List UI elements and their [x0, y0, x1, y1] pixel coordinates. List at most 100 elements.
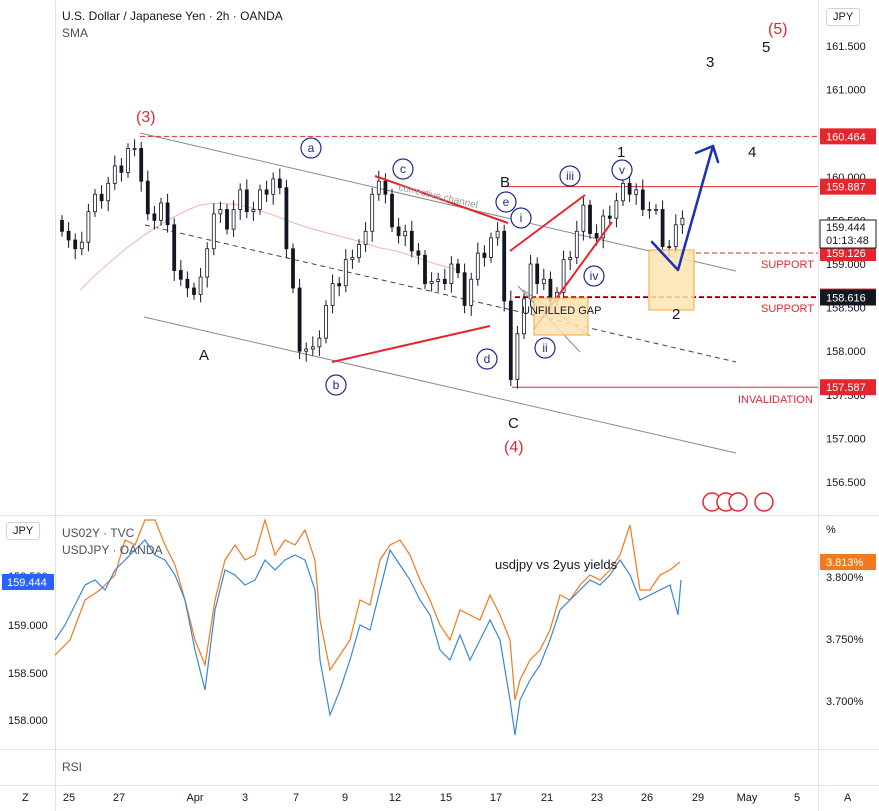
candle-body: [429, 281, 434, 285]
candle-body: [607, 215, 612, 219]
candle-body: [218, 209, 223, 215]
candle-body: [667, 246, 672, 248]
price-axis[interactable]: 161.500161.000160.500160.000159.500159.0…: [826, 41, 866, 489]
candle-body: [165, 202, 170, 226]
time-tick-label: 5: [794, 792, 800, 804]
wave-circle: [300, 137, 322, 159]
candle-body: [482, 252, 487, 258]
candle-body: [60, 219, 64, 232]
lower-pane-left-axis[interactable]: 159.500 159.000 158.500 158.000: [8, 571, 48, 727]
svg-text:159.444: 159.444: [7, 577, 47, 589]
candle-body: [640, 189, 645, 210]
lower-currency-button[interactable]: JPY: [6, 522, 41, 540]
time-tick-label: 17: [490, 792, 502, 804]
timezone-button[interactable]: Z: [22, 792, 29, 804]
currency-button[interactable]: JPY: [826, 8, 861, 26]
wave-B-label: B: [500, 174, 510, 191]
candle-body: [515, 333, 520, 380]
candle-body: [324, 305, 328, 339]
price-tick-label: 161.500: [826, 41, 866, 53]
candle-body: [489, 237, 493, 258]
price-tick-label: 157.000: [826, 433, 866, 445]
wave-circle: [476, 348, 498, 370]
time-tick-label: 12: [389, 792, 401, 804]
candle-body: [568, 257, 573, 261]
time-tick-label: 29: [692, 792, 704, 804]
candle-body: [403, 230, 408, 237]
price-candles: [60, 139, 685, 389]
invalidation-label: INVALIDATION: [738, 394, 813, 406]
candle-body: [390, 193, 394, 228]
last-price-badge-main: 159.444 01:13:48: [819, 219, 877, 249]
auto-scale-button[interactable]: A: [844, 792, 852, 804]
candle-body: [436, 278, 441, 282]
gap-label: UNFILLED GAP: [522, 305, 601, 317]
sma-line: [79, 202, 461, 291]
wave-circle: [559, 165, 581, 187]
projection-arrow: [650, 144, 720, 272]
lower-right-tick-3: 3.700%: [826, 696, 864, 708]
usdjpy-legend[interactable]: USDJPY · OANDA: [62, 543, 163, 557]
lower-left-tick-3: 158.500: [8, 668, 48, 680]
candle-body: [423, 254, 427, 285]
candle-body: [284, 187, 289, 250]
lower-right-tick-2: 3.750%: [826, 634, 864, 646]
candle-body: [310, 346, 315, 350]
time-tick-label: 26: [641, 792, 653, 804]
time-tick-label: 21: [541, 792, 553, 804]
candle-body: [211, 213, 216, 250]
candle-body: [126, 148, 130, 173]
wave-circle: [583, 265, 605, 287]
lower-pane-right-axis[interactable]: 3.800% 3.750% 3.700%: [826, 572, 864, 708]
wave-5-label: (5): [768, 21, 788, 38]
candle-body: [317, 337, 322, 348]
time-axis[interactable]: 25 27 Apr 3 7 9 12 15 17 21 23 26 29 May 5: [63, 792, 800, 804]
time-tick-label: 27: [113, 792, 125, 804]
candle-body: [541, 278, 546, 285]
candle-body: [475, 252, 480, 280]
candle-body: [449, 263, 454, 285]
time-tick-label: 25: [63, 792, 75, 804]
wave-circle: [325, 374, 347, 396]
candle-body: [231, 209, 236, 230]
candle-body: [614, 200, 619, 219]
level-badge-text: 157.587: [826, 382, 866, 394]
candle-body: [357, 243, 361, 258]
lower-unit-button[interactable]: %: [826, 524, 836, 536]
candle-body: [574, 230, 579, 258]
candle-body: [178, 270, 183, 280]
candle-body: [522, 298, 526, 335]
time-tick-label: 3: [242, 792, 248, 804]
price-tick-label: 158.500: [826, 303, 866, 315]
wave-circle-label: b: [333, 378, 340, 392]
candle-body: [350, 257, 355, 261]
currency-label: JPY: [833, 11, 854, 23]
wave-circle: [611, 159, 633, 181]
level-badge: [820, 245, 876, 262]
candle-body: [244, 189, 249, 213]
candle-body: [106, 182, 111, 202]
wave-circle-label: iii: [566, 169, 574, 183]
candle-body: [442, 278, 447, 285]
last-yield-badge: 3.813%: [820, 554, 876, 570]
last-price-badge-lower: 159.444: [2, 574, 54, 590]
candle-body: [66, 230, 71, 241]
indicator-label[interactable]: SMA: [62, 26, 89, 40]
candle-body: [152, 213, 157, 221]
candle-body: [330, 283, 335, 306]
us02y-series: [54, 517, 681, 701]
time-tick-label: 7: [293, 792, 299, 804]
economic-events-icons[interactable]: [702, 492, 774, 512]
level-badge-text: 159.887: [826, 182, 866, 194]
wave-3-label: (3): [136, 109, 156, 126]
candle-body: [383, 180, 388, 195]
us02y-legend[interactable]: US02Y · TVC: [62, 526, 135, 540]
wave-circle: [495, 191, 517, 213]
wave-3-minor-label: 3: [706, 54, 714, 71]
rsi-legend[interactable]: RSI: [62, 760, 83, 774]
wave-circle: [392, 158, 414, 180]
candle-body: [192, 287, 196, 295]
candle-body: [456, 263, 460, 274]
